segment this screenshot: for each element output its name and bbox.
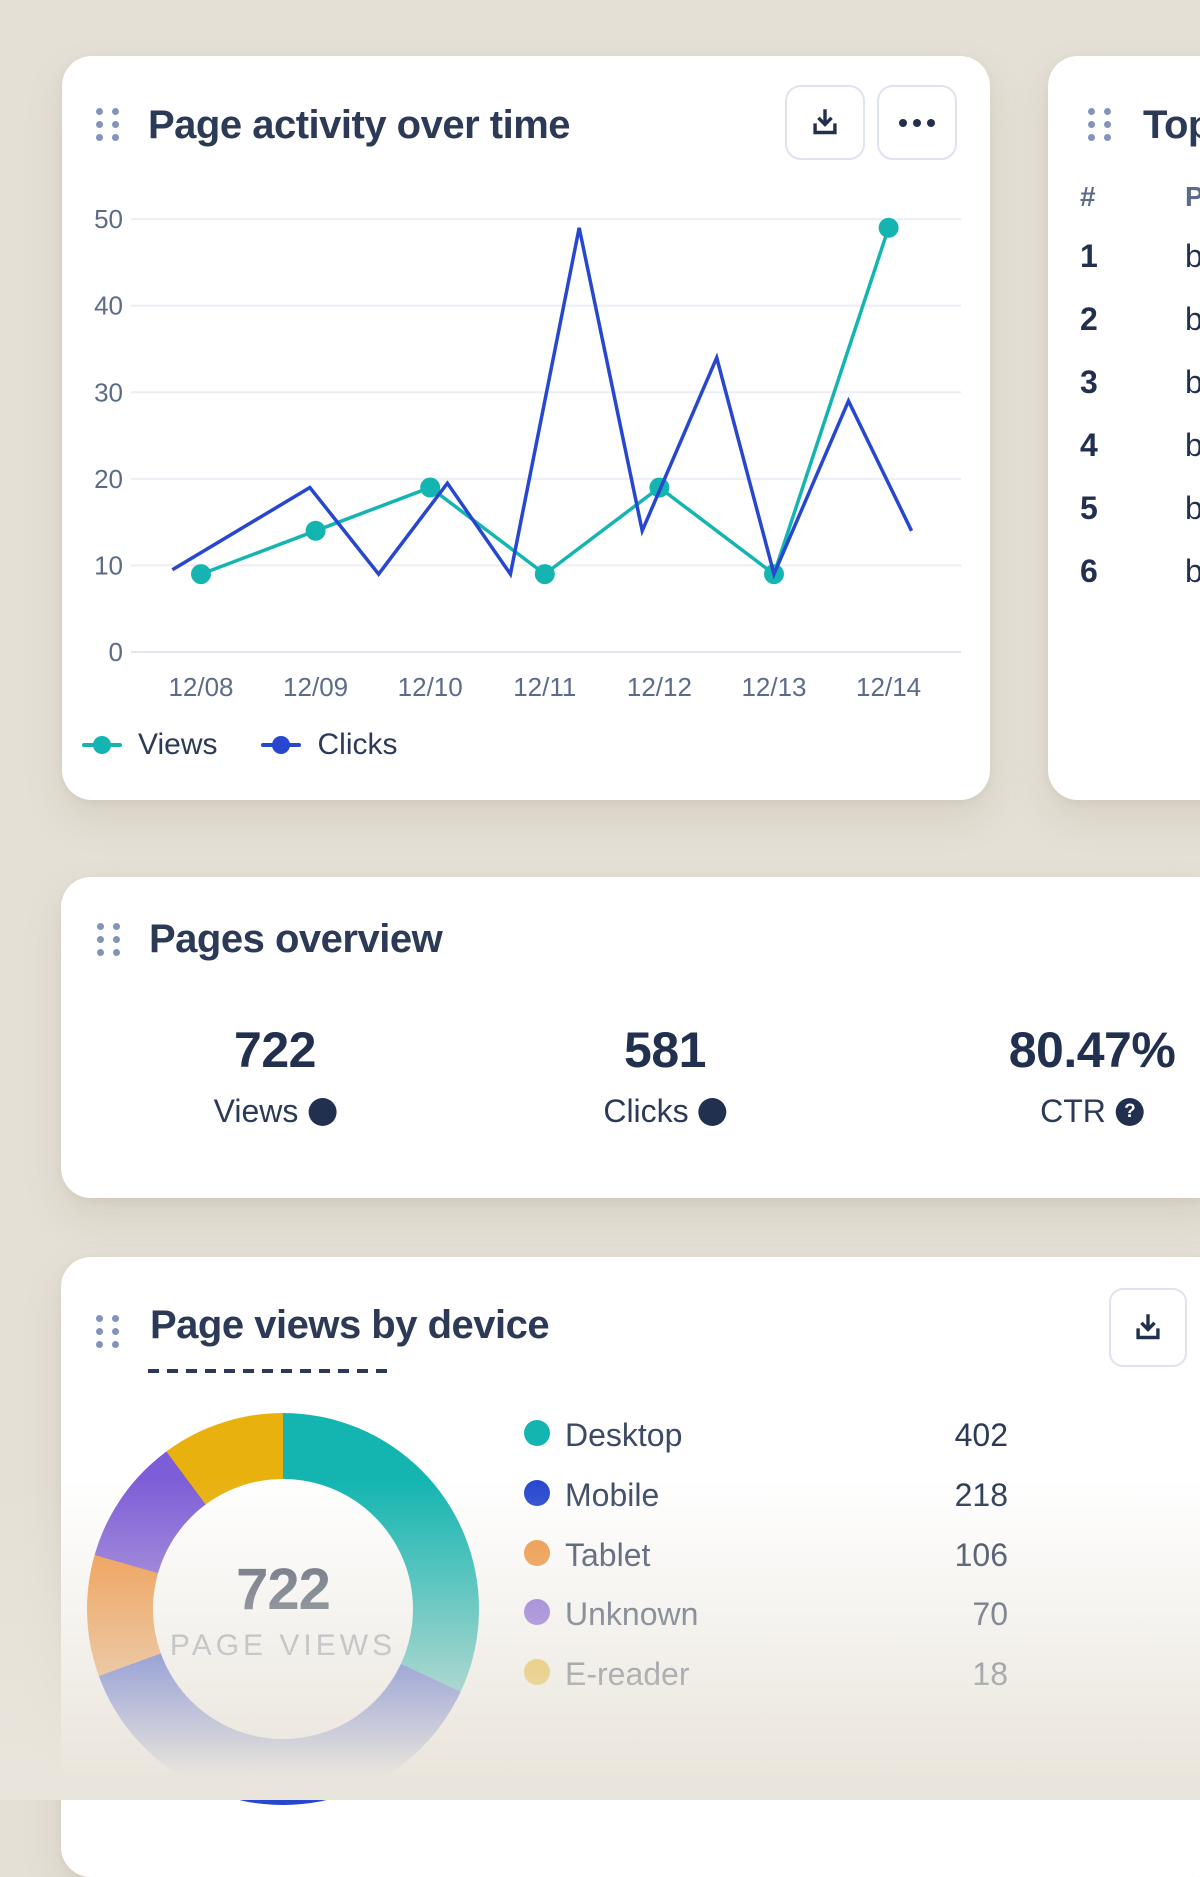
row-page: b bbox=[1185, 301, 1200, 337]
help-icon[interactable]: ? bbox=[1115, 1097, 1144, 1126]
row-page: b bbox=[1185, 553, 1200, 589]
row-page: b bbox=[1185, 364, 1200, 400]
pages-overview-card: Pages overview 722 Views 581 Clicks 80.4… bbox=[61, 877, 1200, 1198]
page-views-by-device-card: Page views by device 722 PAGE VIEWS Desk… bbox=[61, 1257, 1200, 1877]
row-rank: 2 bbox=[1080, 301, 1098, 337]
download-button[interactable] bbox=[1109, 1288, 1187, 1367]
svg-text:12/08: 12/08 bbox=[168, 672, 233, 702]
device-color-dot-icon bbox=[524, 1420, 550, 1446]
more-options-button[interactable] bbox=[877, 85, 957, 160]
page-title: Pages overview bbox=[149, 917, 443, 961]
stat-label: Views bbox=[213, 1093, 299, 1129]
row-rank: 3 bbox=[1080, 364, 1098, 400]
series-marker-icon bbox=[261, 736, 302, 754]
page-title: Page views by device bbox=[150, 1303, 550, 1347]
svg-text:12/14: 12/14 bbox=[856, 672, 921, 702]
legend-item[interactable]: Clicks bbox=[261, 728, 397, 762]
table-row[interactable]: 4 b bbox=[1048, 413, 1200, 476]
legend-label: Clicks bbox=[317, 728, 398, 761]
stat-value: 581 bbox=[624, 1022, 706, 1078]
table-row[interactable]: 2 b bbox=[1048, 287, 1200, 350]
drag-handle-icon[interactable] bbox=[1088, 108, 1111, 141]
download-button[interactable] bbox=[785, 85, 865, 160]
device-value: 18 bbox=[972, 1656, 1008, 1692]
stat-value: 722 bbox=[234, 1022, 316, 1078]
device-value: 70 bbox=[972, 1596, 1008, 1633]
donut-total-label: PAGE VIEWS bbox=[169, 1628, 397, 1662]
table-row[interactable]: 1 b bbox=[1048, 224, 1200, 287]
device-legend-row[interactable]: Mobile 218 bbox=[524, 1463, 1008, 1523]
device-legend-row[interactable]: Desktop 402 bbox=[524, 1403, 1008, 1463]
svg-text:30: 30 bbox=[94, 377, 123, 407]
row-page: b bbox=[1185, 490, 1200, 526]
drag-handle-icon[interactable] bbox=[96, 108, 119, 141]
legend-item[interactable]: Views bbox=[82, 728, 217, 762]
stat-block: 722 Views bbox=[214, 1021, 337, 1130]
top-pages-card: Top # P 1 b 2 b 3 b 4 b 5 b 6 b bbox=[1048, 56, 1200, 800]
device-legend-row[interactable]: Unknown 70 bbox=[524, 1582, 1008, 1642]
table-header: # P bbox=[1048, 181, 1200, 221]
help-icon[interactable] bbox=[308, 1097, 337, 1126]
svg-text:40: 40 bbox=[94, 291, 123, 321]
row-rank: 1 bbox=[1080, 238, 1098, 274]
ellipsis-icon bbox=[899, 118, 935, 127]
donut-total-value: 722 bbox=[236, 1556, 331, 1622]
device-value: 106 bbox=[954, 1536, 1008, 1573]
download-icon bbox=[813, 108, 837, 134]
device-color-dot-icon bbox=[524, 1479, 550, 1506]
device-label: E-reader bbox=[565, 1656, 690, 1692]
svg-text:0: 0 bbox=[109, 637, 123, 667]
stat-label: CTR bbox=[1040, 1093, 1106, 1129]
column-rank: # bbox=[1080, 181, 1096, 212]
svg-text:12/10: 12/10 bbox=[398, 672, 463, 702]
svg-text:12/13: 12/13 bbox=[741, 672, 806, 702]
svg-text:20: 20 bbox=[94, 464, 123, 494]
row-rank: 6 bbox=[1080, 553, 1098, 589]
device-legend-row[interactable]: Tablet 106 bbox=[524, 1523, 1008, 1583]
device-label: Tablet bbox=[565, 1536, 651, 1573]
row-page: b bbox=[1185, 238, 1200, 274]
page-title: Top bbox=[1143, 103, 1200, 147]
svg-text:12/11: 12/11 bbox=[513, 672, 576, 702]
series-marker-icon bbox=[82, 736, 122, 754]
device-label: Mobile bbox=[565, 1476, 660, 1513]
device-color-dot-icon bbox=[524, 1599, 550, 1626]
device-color-dot-icon bbox=[524, 1659, 550, 1685]
page-activity-card: Page activity over time 0 10 20 30 40 50 12/08… bbox=[62, 56, 990, 800]
table-row[interactable]: 5 b bbox=[1048, 476, 1200, 539]
table-row[interactable]: 6 b bbox=[1048, 539, 1200, 602]
stat-label: Clicks bbox=[603, 1093, 689, 1129]
stat-value: 80.47% bbox=[1008, 1022, 1176, 1078]
help-icon[interactable] bbox=[698, 1097, 727, 1126]
device-color-dot-icon bbox=[524, 1539, 550, 1566]
page-title: Page activity over time bbox=[148, 103, 571, 147]
table-row[interactable]: 3 b bbox=[1048, 350, 1200, 413]
download-icon bbox=[1136, 1313, 1160, 1339]
row-page: b bbox=[1185, 427, 1200, 463]
svg-text:12/09: 12/09 bbox=[283, 672, 348, 702]
stat-block: 581 Clicks bbox=[603, 1021, 727, 1130]
line-chart: 0 10 20 30 40 50 12/08 12/09 12/10 12/11 12/12 12/1… bbox=[94, 204, 961, 702]
title-underline bbox=[148, 1369, 394, 1373]
row-rank: 5 bbox=[1080, 490, 1098, 526]
legend-label: Views bbox=[138, 728, 218, 761]
svg-text:12/12: 12/12 bbox=[627, 672, 692, 702]
drag-handle-icon[interactable] bbox=[96, 1315, 119, 1348]
svg-text:10: 10 bbox=[94, 550, 123, 580]
row-rank: 4 bbox=[1080, 427, 1098, 463]
stat-block: 80.47% CTR? bbox=[1009, 1021, 1176, 1130]
device-value: 218 bbox=[954, 1476, 1008, 1513]
device-value: 402 bbox=[954, 1417, 1008, 1453]
device-legend-row[interactable]: E-reader 18 bbox=[524, 1642, 1008, 1702]
column-page: P bbox=[1185, 181, 1200, 212]
svg-text:50: 50 bbox=[94, 204, 123, 234]
donut-chart: 722 PAGE VIEWS bbox=[87, 1413, 479, 1805]
device-label: Unknown bbox=[565, 1596, 699, 1633]
chart-legend: Views Clicks bbox=[82, 728, 397, 762]
drag-handle-icon[interactable] bbox=[97, 923, 120, 956]
device-label: Desktop bbox=[565, 1417, 683, 1453]
